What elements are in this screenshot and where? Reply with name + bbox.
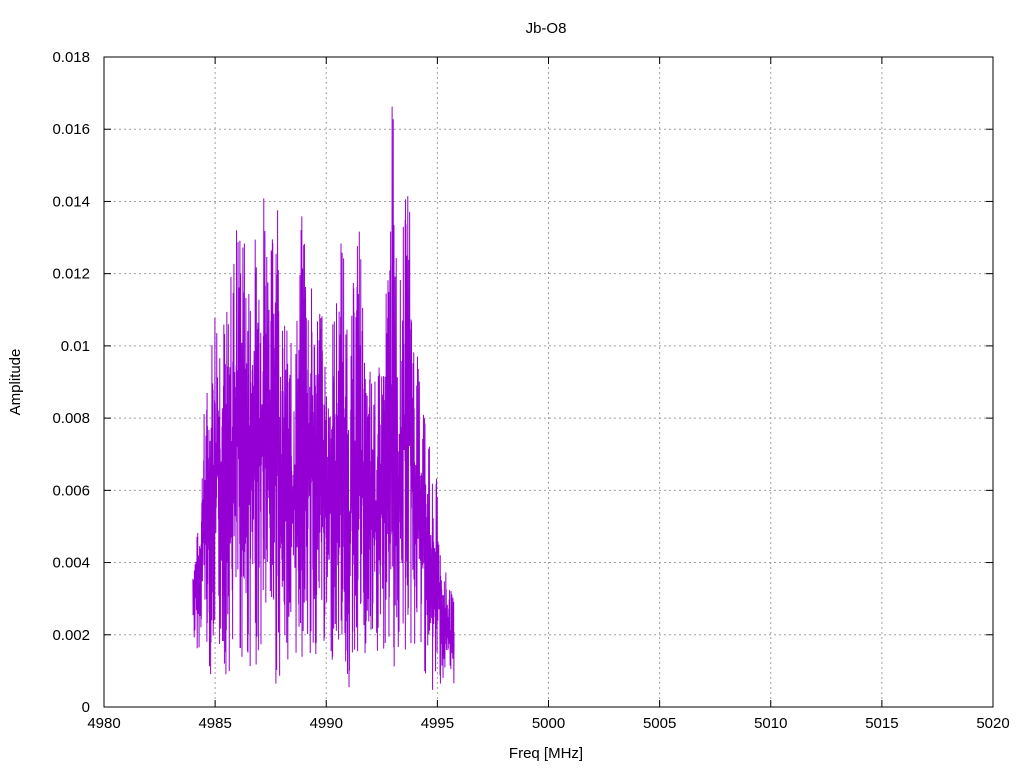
y-tick-label: 0.006 (52, 482, 90, 499)
x-tick-label: 4995 (421, 715, 454, 732)
x-tick-label: 5000 (532, 715, 565, 732)
series-layer (192, 106, 455, 690)
chart-title: Jb-O8 (526, 20, 567, 37)
y-tick-label: 0.002 (52, 627, 90, 644)
amplitude-series-line (192, 106, 455, 690)
x-tick-label: 5005 (643, 715, 676, 732)
y-tick-label: 0.018 (52, 49, 90, 66)
y-tick-label: 0 (82, 699, 90, 716)
x-tick-label: 4980 (87, 715, 120, 732)
x-axis-title: Freq [MHz] (509, 745, 583, 762)
y-tick-label: 0.012 (52, 266, 90, 283)
y-tick-label: 0.01 (61, 338, 90, 355)
x-tick-label: 5010 (754, 715, 787, 732)
x-tick-label: 5020 (976, 715, 1009, 732)
y-tick-label: 0.004 (52, 555, 90, 572)
x-tick-label: 4985 (198, 715, 231, 732)
x-tick-label: 5015 (865, 715, 898, 732)
x-tick-label: 4990 (310, 715, 343, 732)
tick-layer: 4980 4985 4990 4995 5000 5005 5010 5015 5020 0 0.0… (52, 49, 1009, 732)
y-tick-label: 0.014 (52, 193, 90, 210)
y-tick-label: 0.008 (52, 410, 90, 427)
y-tick-label: 0.016 (52, 121, 90, 138)
y-axis-title: Amplitude (7, 349, 24, 416)
